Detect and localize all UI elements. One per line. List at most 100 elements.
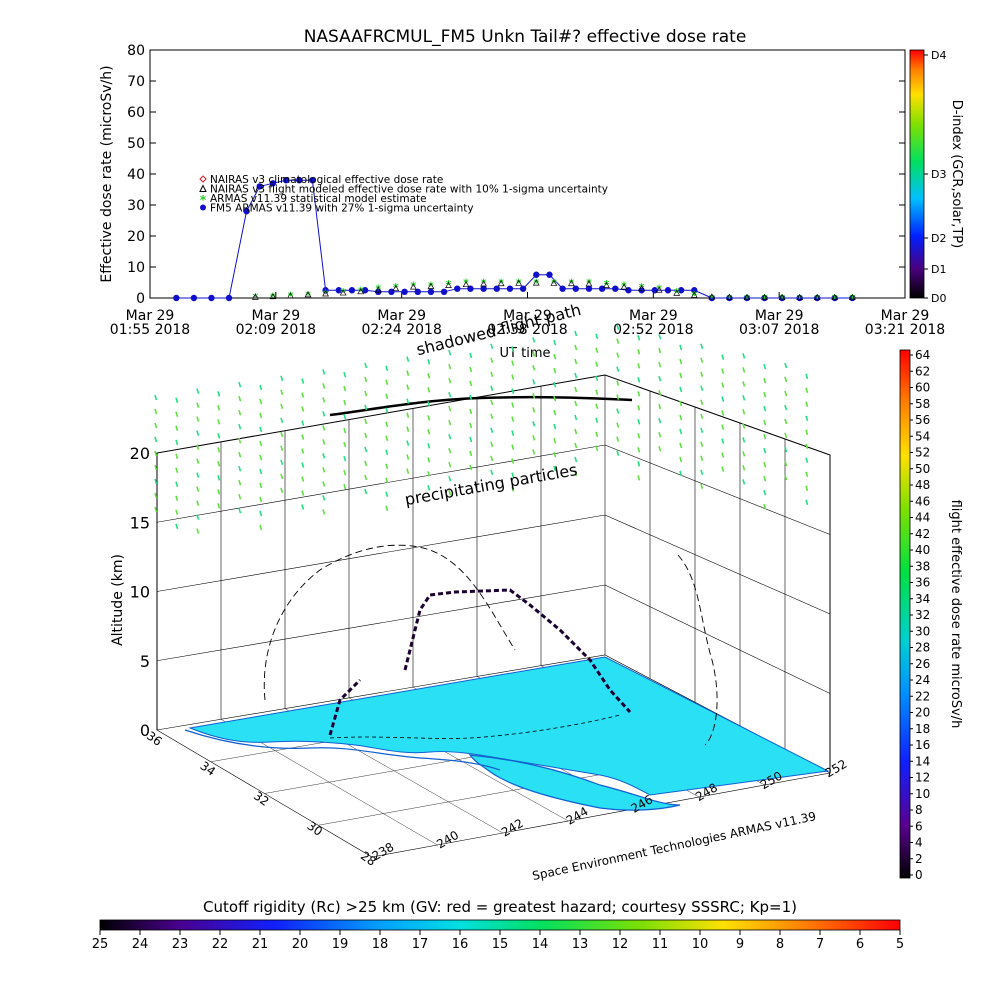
particle-dash (448, 461, 452, 468)
particle-dash (259, 426, 263, 433)
particle-dash (658, 375, 662, 382)
particle-dash (196, 472, 200, 478)
particle-dash (343, 455, 347, 462)
particle-dash (763, 363, 767, 370)
particle-dash (616, 408, 620, 414)
particle-dash (154, 394, 158, 401)
particle-dash (406, 426, 410, 432)
particle-dash (805, 429, 809, 436)
particle-dash (385, 463, 389, 470)
particle-dash (154, 408, 158, 415)
particle-dash (322, 481, 326, 487)
nairas-point (655, 286, 663, 293)
legend-marker: * (200, 193, 207, 207)
dose-point (677, 287, 685, 294)
nairas-point (374, 286, 382, 293)
dose-tick-label: 18 (915, 722, 930, 736)
legend-marker (200, 204, 206, 211)
particle-dash (385, 491, 389, 498)
particle-dash (217, 419, 221, 425)
dose-tick-label: 2 (915, 852, 923, 866)
dose-tick-label: 4 (915, 836, 923, 850)
dose-point (282, 177, 290, 184)
nairas-point (445, 281, 452, 288)
particle-dash (721, 410, 725, 416)
particle-dash (763, 461, 767, 468)
dose-tick-label: 30 (915, 624, 930, 638)
particle-dash (217, 503, 221, 509)
dose-tick-label: 16 (915, 738, 930, 752)
top-x-axis-label: UT time (500, 346, 551, 361)
particle-dash (679, 442, 683, 449)
particle-dash (637, 349, 641, 355)
right-grid-line (604, 584, 831, 694)
particle-dash (217, 461, 221, 467)
particle-dash (364, 432, 368, 439)
particle-dash (637, 419, 641, 425)
nairas-point (392, 284, 400, 292)
particle-dash (763, 475, 767, 482)
x-tick-date: Mar 29 (126, 308, 175, 324)
nairas-point (708, 293, 716, 300)
particle-dash (721, 438, 725, 444)
dose-tick-label: 8 (915, 803, 923, 817)
particle-dash (301, 504, 305, 510)
particle-dash (259, 398, 263, 405)
dose-tick-label: 46 (915, 494, 930, 508)
particle-dash (154, 478, 158, 485)
particle-dash (469, 464, 473, 471)
particle-dash (259, 412, 263, 419)
particle-dash (364, 460, 368, 467)
particle-dash (259, 524, 263, 531)
model-point: * (393, 281, 399, 294)
dose-tick-label: 12 (915, 771, 930, 785)
particle-dash (364, 362, 368, 369)
model-point: * (428, 280, 434, 293)
particle-dash (616, 338, 620, 344)
particle-dash (658, 417, 662, 424)
particle-dash (595, 347, 599, 354)
particle-dash (364, 474, 368, 481)
dose-tick-label: 42 (915, 527, 930, 541)
rc-tick-label: 14 (532, 937, 549, 952)
nairas-point (726, 293, 733, 300)
particle-dash (196, 500, 200, 506)
particle-dash (553, 339, 557, 346)
particle-dash (406, 398, 410, 404)
particle-dash (784, 376, 788, 383)
particle-dash (259, 384, 263, 391)
particle-dash (700, 483, 704, 490)
particle-dash (637, 461, 641, 467)
rc-tick-label: 23 (172, 937, 189, 952)
dose-tick-label: 38 (915, 559, 930, 573)
particle-dash (154, 422, 158, 429)
particle-dash (280, 473, 284, 480)
particle-dash (595, 417, 599, 424)
particle-dash (784, 446, 788, 453)
particle-dash (553, 465, 557, 472)
particle-dash (574, 344, 578, 351)
particle-dash (154, 492, 158, 499)
particle-dash (154, 450, 158, 457)
model-point: * (814, 292, 820, 305)
particle-dash (364, 488, 368, 495)
particle-dash (616, 352, 620, 358)
particle-dash (658, 403, 662, 410)
x-tick-time: 02:38 2018 (487, 322, 567, 338)
particle-dash (532, 407, 536, 413)
particle-dash (238, 437, 242, 444)
particle-dash (574, 414, 578, 421)
particle-dash (301, 448, 305, 454)
model-point: * (762, 292, 768, 305)
dose-tick-label: 60 (915, 381, 930, 395)
nairas-point (304, 291, 312, 298)
nairas-point (673, 289, 681, 296)
particle-dash (532, 379, 536, 385)
3d-box-panel (154, 324, 831, 858)
particle-dash (217, 391, 221, 397)
dose-point (335, 287, 342, 294)
y-tick-label: 70 (127, 74, 145, 90)
particle-dash (364, 376, 368, 383)
dose-point (546, 271, 553, 278)
particle-dash (427, 429, 431, 435)
